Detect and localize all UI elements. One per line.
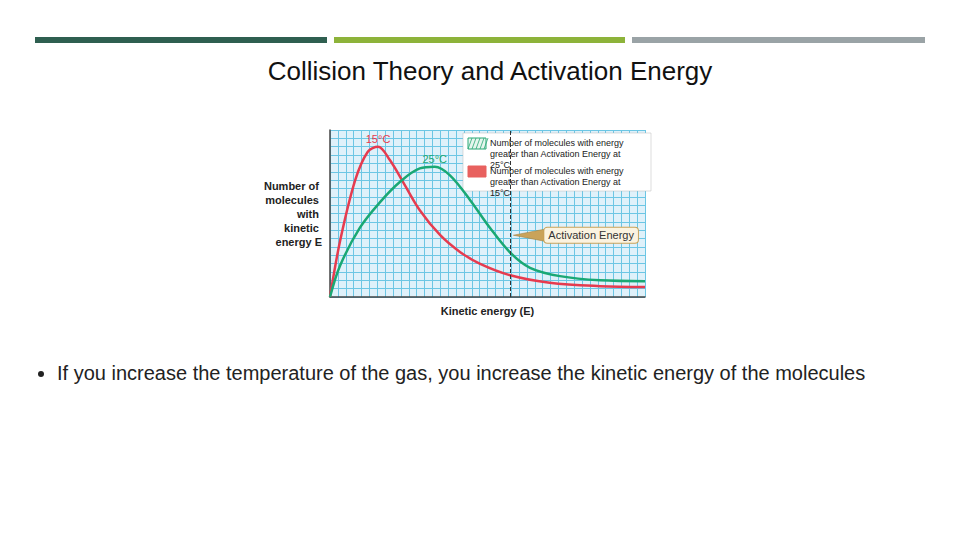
svg-text:15°C: 15°C [490,188,511,198]
html-text:Collision Theory and Activatio: Collision Theory and Activation Energy [267,56,713,86]
svg-text:25°C: 25°C [422,153,447,165]
svg-text:molecules: molecules [265,194,322,206]
svg-text:25°C: 25°C [490,159,511,170]
svg-text:Number of molecules with energ: Number of molecules with energy [490,165,627,176]
svg-text:energy E: energy E [276,236,322,248]
svg-text:Kinetic energy (E): Kinetic energy (E) [441,305,535,317]
svg-text:Number of: Number of [264,180,322,192]
html-text:If you increase the temperatur: If you increase the temperature of the g… [57,362,866,384]
svg-text:Activation Energy: Activation Energy [548,229,634,241]
svg-text:15°C: 15°C [366,133,391,145]
svg-text:greater than Activation Energy: greater than Activation Energy at [490,149,623,159]
svg-text:Number of molecules with energ: Number of molecules with energy [490,137,627,148]
svg-text:kinetic: kinetic [284,222,322,234]
svg-text:greater than Activation Energy: greater than Activation Energy at [490,177,623,187]
svg-text:with: with [296,208,322,220]
